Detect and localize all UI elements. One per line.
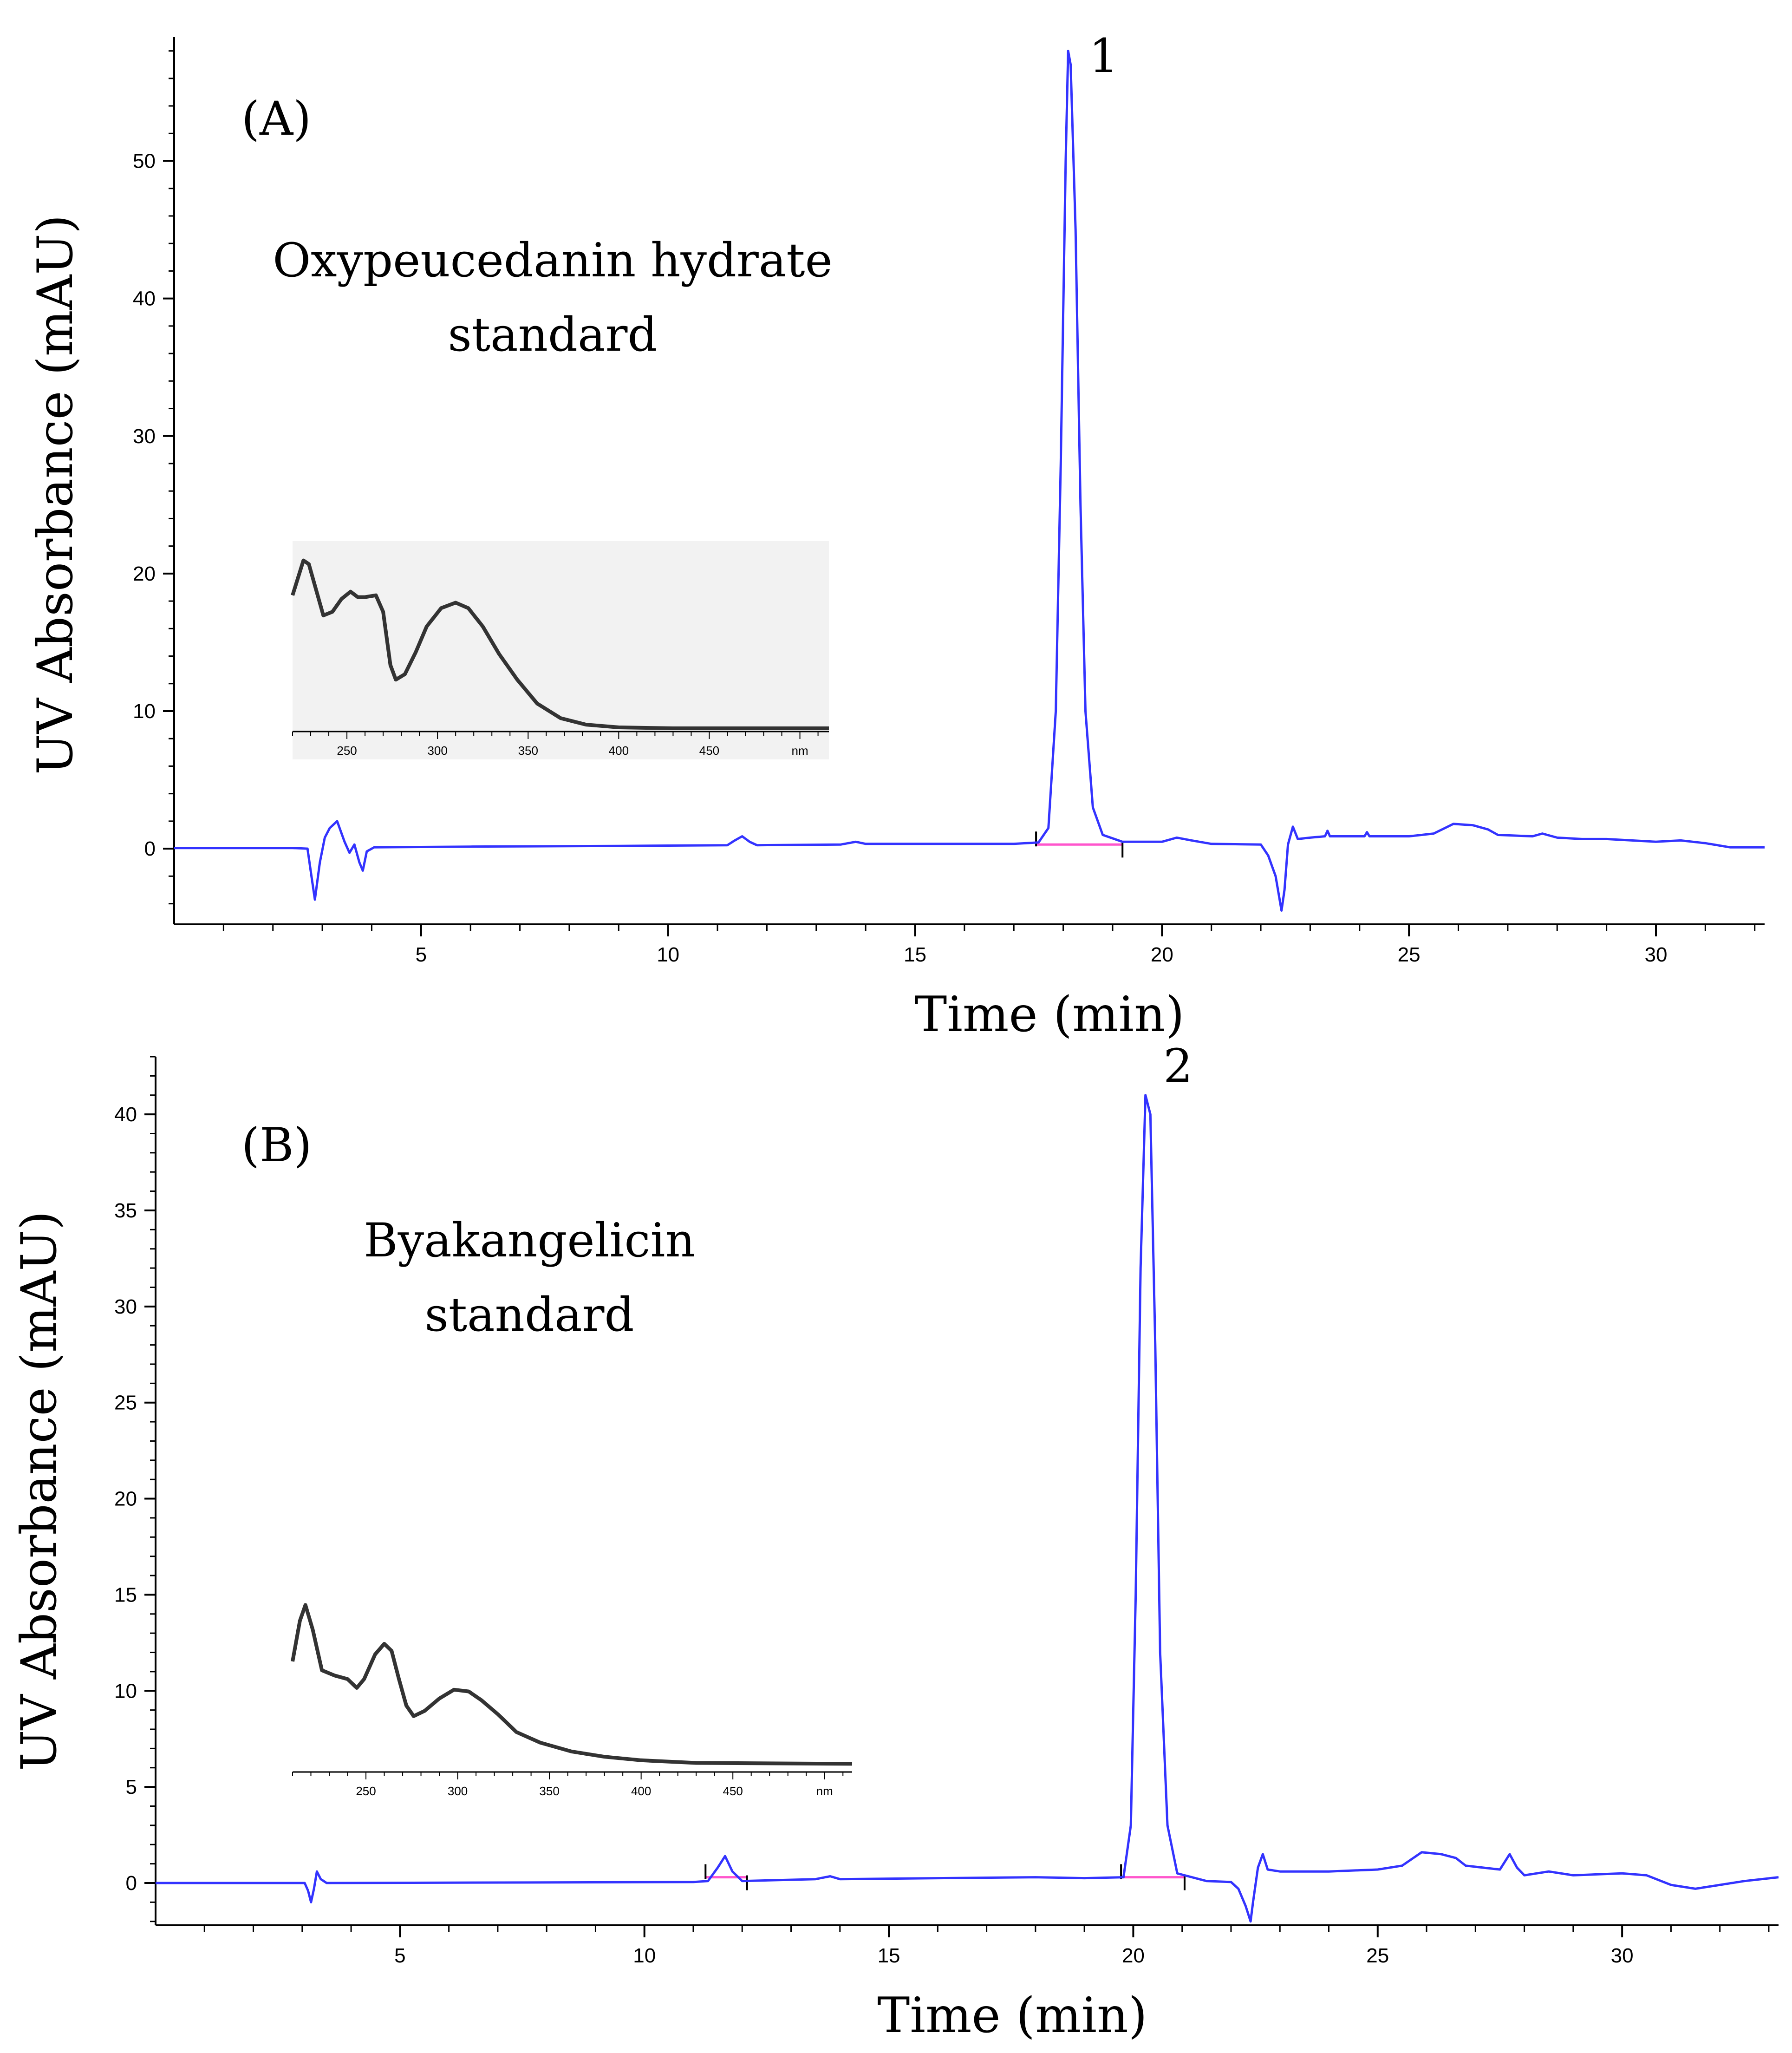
y-ticks-a: 0 10 20 30 40 50	[133, 50, 174, 905]
y-axis-title-a: UV Absorbance (mAU)	[27, 215, 84, 775]
inset-tick-label: 250	[337, 744, 357, 758]
y-tick-label: 10	[133, 700, 156, 723]
integration-baselines-b	[704, 1864, 1186, 1890]
inset-tick-label: 350	[518, 744, 538, 758]
y-tick-label: 40	[114, 1103, 137, 1126]
inset-background	[293, 541, 829, 759]
chromatogram-line-a	[174, 50, 1765, 912]
x-tick-label: 10	[633, 1944, 656, 1967]
inset-tick-label: 250	[356, 1784, 376, 1798]
x-axis-title-a: Time (min)	[914, 986, 1184, 1043]
chart-panel-a: 250 300 350 400 450 nm 0 10 20 30 40 50 5 10 15 20 25 3…	[27, 29, 1765, 1043]
x-tick-label: 30	[1611, 1944, 1634, 1967]
x-tick-label: 25	[1366, 1944, 1389, 1967]
inset-ticks: 250 300 350 400 450 nm	[292, 732, 819, 758]
x-tick-label: 20	[1122, 1944, 1145, 1967]
y-axis-title-b: UV Absorbance (mAU)	[11, 1211, 67, 1771]
y-tick-label: 0	[144, 837, 156, 860]
y-tick-label: 5	[126, 1776, 137, 1798]
inset-tick-label: 450	[723, 1784, 743, 1798]
x-tick-label: 25	[1398, 943, 1421, 966]
inset-tick-label: 400	[631, 1784, 651, 1798]
x-tick-label: 15	[904, 943, 926, 966]
chromatogram-line-b	[156, 1094, 1779, 1923]
inset-tick-label: 450	[699, 744, 719, 758]
y-tick-label: 20	[133, 562, 156, 585]
compound-subtitle-a: standard	[448, 307, 658, 362]
x-ticks-b: 5 10 15 20 25 30	[203, 1925, 1770, 1967]
inset-tick-label: 300	[427, 744, 447, 758]
chart-panel-b: 250 300 350 400 450 nm 0 5 10 15 20 25 30 35 40 5 10 15…	[11, 1039, 1779, 2044]
peak-label-b: 2	[1163, 1039, 1193, 1093]
inset-spectrum-line	[291, 1603, 853, 1766]
uv-spectrum-inset-b: 250 300 350 400 450 nm	[291, 1603, 853, 1798]
y-tick-label: 30	[133, 425, 156, 448]
inset-tick-label: 350	[539, 1784, 559, 1798]
inset-tick-label: 400	[609, 744, 629, 758]
y-tick-label: 0	[126, 1872, 137, 1895]
compound-name-a: Oxypeucedanin hydrate	[273, 233, 833, 288]
x-tick-label: 20	[1151, 943, 1173, 966]
uv-spectrum-inset-a: 250 300 350 400 450 nm	[291, 541, 829, 759]
x-tick-label: 10	[657, 943, 679, 966]
inset-spectrum-line	[291, 558, 829, 730]
inset-tick-label: nm	[816, 1784, 833, 1798]
y-tick-label: 25	[114, 1392, 137, 1414]
y-tick-label: 50	[133, 150, 156, 173]
y-tick-label: 40	[133, 288, 156, 310]
y-tick-label: 15	[114, 1583, 137, 1606]
inset-ticks: 250 300 350 400 450 nm	[292, 1772, 844, 1798]
x-ticks-a: 5 10 15 20 25 30	[222, 924, 1756, 966]
inset-tick-label: nm	[792, 744, 808, 758]
x-tick-label: 5	[416, 943, 427, 966]
integration-baselines-a	[1035, 831, 1124, 858]
x-tick-label: 15	[878, 1944, 900, 1967]
y-ticks-b: 0 5 10 15 20 25 30 35 40	[114, 1056, 156, 1922]
panel-label-a: (A)	[241, 92, 311, 146]
x-tick-label: 5	[394, 1944, 405, 1967]
x-axis-title-b: Time (min)	[877, 1987, 1147, 2044]
y-tick-label: 30	[114, 1295, 137, 1318]
y-tick-label: 35	[114, 1199, 137, 1222]
y-tick-label: 20	[114, 1488, 137, 1510]
inset-tick-label: 300	[448, 1784, 468, 1798]
panel-label-b: (B)	[241, 1118, 312, 1172]
compound-name-b: Byakangelicin	[364, 1213, 695, 1268]
y-tick-label: 10	[114, 1680, 137, 1702]
compound-subtitle-b: standard	[425, 1288, 634, 1342]
peak-label-a: 1	[1089, 29, 1119, 83]
x-tick-label: 30	[1645, 943, 1668, 966]
